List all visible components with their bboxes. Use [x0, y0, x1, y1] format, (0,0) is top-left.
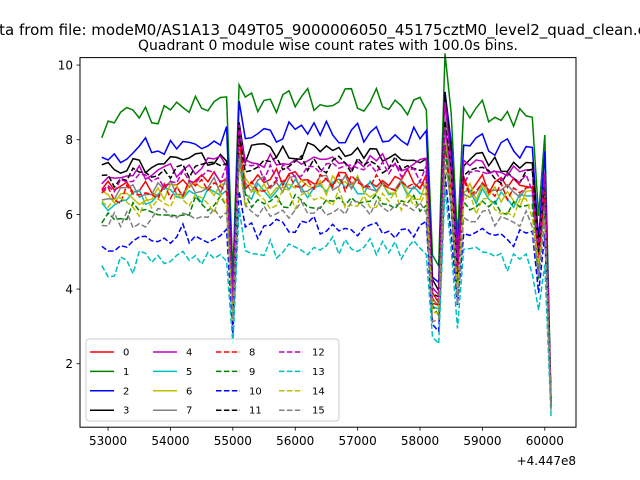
- x-axis-ticks: 53000 54000 55000 56000 57000 58000 59000 60000: [89, 427, 564, 448]
- y-tick-label-2: 2: [65, 357, 73, 371]
- series-line-11: [101, 120, 552, 407]
- series-line-3: [101, 91, 552, 402]
- series-line-2: [101, 91, 552, 404]
- x-offset-label: +4.447e8: [517, 454, 576, 468]
- chart-suptitle: Data from file: modeM0/AS1A13_049T05_900…: [0, 21, 640, 40]
- y-tick-label-8: 8: [65, 133, 73, 147]
- legend-label-4: 4: [186, 348, 192, 359]
- legend-label-8: 8: [249, 348, 255, 359]
- series-line-13: [101, 188, 552, 417]
- legend-box: [85, 338, 340, 422]
- series-line-12: [101, 124, 552, 404]
- x-tick-label-59000: 59000: [463, 434, 501, 448]
- legend-label-5: 5: [186, 367, 192, 378]
- legend-label-12: 12: [312, 348, 325, 359]
- x-tick-label-57000: 57000: [339, 434, 377, 448]
- legend-label-9: 9: [249, 367, 255, 378]
- series-line-4: [101, 101, 552, 406]
- y-tick-label-10: 10: [58, 59, 73, 73]
- y-axis-ticks: 2 4 6 8 10: [58, 59, 80, 371]
- legend-label-15: 15: [312, 406, 325, 417]
- legend-label-11: 11: [249, 406, 262, 417]
- legend-label-3: 3: [123, 406, 129, 417]
- series-line-15: [101, 158, 552, 410]
- chart-title: Quadrant 0 module wise count rates with …: [138, 38, 518, 54]
- legend-label-7: 7: [186, 406, 192, 417]
- series-line-1: [101, 53, 552, 397]
- legend-label-13: 13: [312, 367, 325, 378]
- x-tick-label-60000: 60000: [526, 434, 564, 448]
- legend-label-1: 1: [123, 367, 129, 378]
- series-line-6: [101, 137, 552, 408]
- x-tick-label-54000: 54000: [151, 434, 189, 448]
- x-tick-label-58000: 58000: [401, 434, 439, 448]
- x-tick-label-53000: 53000: [89, 434, 127, 448]
- x-tick-label-55000: 55000: [214, 434, 252, 448]
- legend-label-6: 6: [186, 386, 192, 397]
- legend-label-10: 10: [249, 386, 262, 397]
- series-line-5: [101, 138, 552, 405]
- series-line-9: [101, 144, 552, 405]
- plot-frame: [79, 57, 577, 428]
- legend-label-14: 14: [312, 386, 325, 397]
- series-line-10: [101, 174, 552, 412]
- y-tick-label-4: 4: [65, 283, 73, 297]
- y-tick-label-6: 6: [65, 208, 73, 222]
- series-lines: [101, 53, 552, 417]
- legend-label-2: 2: [123, 386, 129, 397]
- legend-label-0: 0: [123, 348, 129, 359]
- series-line-8: [101, 137, 552, 407]
- x-tick-label-56000: 56000: [276, 434, 314, 448]
